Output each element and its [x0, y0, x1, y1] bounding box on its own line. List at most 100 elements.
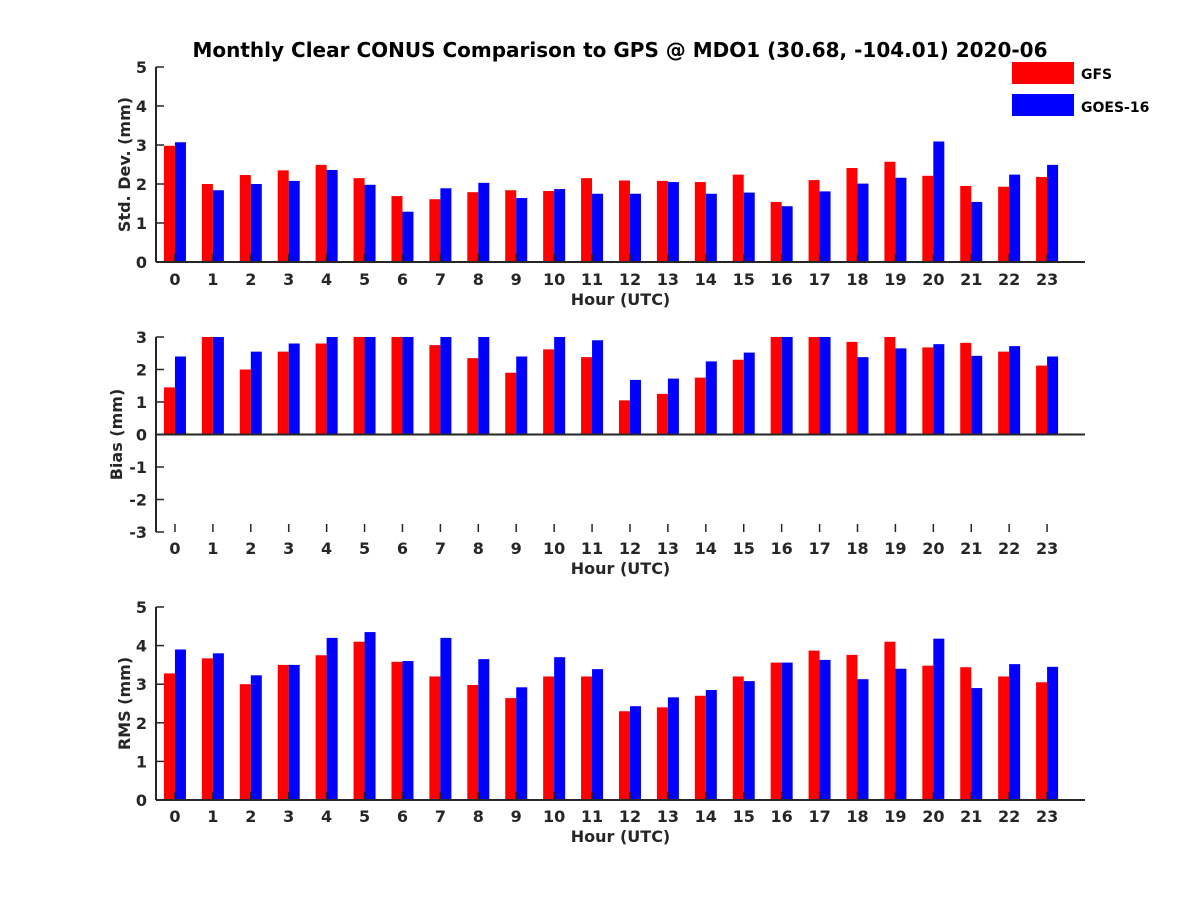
std-dev-bar-goes16-12: [629, 193, 641, 262]
std-dev-x-tick-label: 20: [922, 270, 944, 289]
rms-bar-goes16-14: [705, 689, 717, 800]
std-dev-bar-goes16-20: [933, 141, 945, 262]
std-dev-bar-goes16-11: [592, 193, 604, 262]
std-dev-bar-gfs-1: [201, 184, 213, 262]
rms-x-tick-label: 9: [511, 807, 522, 826]
std-dev-bar-gfs-2: [239, 175, 251, 262]
rms-x-tick-label: 0: [169, 807, 180, 826]
bias-bar-goes16-20: [933, 344, 945, 435]
std-dev-x-tick-label: 10: [543, 270, 565, 289]
rms-x-tick-label: 2: [245, 807, 256, 826]
rms-y-tick-label: 1: [136, 752, 147, 771]
rms-x-tick-label: 15: [733, 807, 755, 826]
std-dev-bar-goes16-18: [857, 183, 869, 262]
rms-bar-goes16-1: [212, 653, 224, 800]
std-dev-x-tick-label: 7: [435, 270, 446, 289]
bias-bar-gfs-8: [467, 358, 479, 435]
rms-bar-gfs-5: [353, 641, 365, 800]
legend: GFS GOES-16: [1012, 62, 1149, 116]
bias-bar-gfs-20: [922, 347, 934, 435]
rms-x-tick-label: 18: [846, 807, 868, 826]
bias-bar-gfs-18: [846, 341, 858, 435]
bias-x-tick-label: 13: [657, 539, 679, 558]
rms-x-tick-label: 3: [283, 807, 294, 826]
bias-bar-goes16-4: [326, 337, 338, 435]
rms-bar-goes16-10: [554, 657, 566, 800]
rms-bar-gfs-20: [922, 665, 934, 800]
rms-bar-goes16-2: [250, 675, 262, 800]
std-dev-bar-gfs-22: [998, 186, 1010, 262]
rms-x-tick-label: 19: [884, 807, 906, 826]
bias-bar-goes16-15: [743, 352, 755, 435]
rms-bar-goes16-11: [592, 669, 604, 800]
std-dev-bar-goes16-7: [440, 188, 452, 262]
std-dev-bar-goes16-22: [1009, 174, 1021, 262]
std-dev-bar-gfs-4: [315, 164, 327, 262]
rms-bar-goes16-8: [478, 659, 490, 800]
rms-y-tick-label: 4: [136, 637, 147, 656]
bias-bar-goes16-1: [212, 337, 224, 435]
bias-bar-goes16-3: [288, 343, 300, 435]
bias-x-tick-label: 17: [808, 539, 830, 558]
std-dev-x-tick-label: 3: [283, 270, 294, 289]
bias-bar-goes16-11: [592, 340, 604, 435]
std-dev-bar-gfs-23: [1036, 176, 1048, 262]
rms-bar-gfs-2: [239, 684, 251, 800]
bias-x-tick-label: 2: [245, 539, 256, 558]
rms-bar-goes16-21: [971, 688, 983, 800]
std-dev-bar-gfs-12: [618, 180, 630, 262]
bias-bar-gfs-14: [694, 377, 706, 435]
bias-bar-gfs-23: [1036, 365, 1048, 435]
rms-x-tick-label: 7: [435, 807, 446, 826]
legend-swatch-gfs: [1012, 62, 1074, 84]
bias-bar-goes16-9: [516, 356, 528, 435]
bias-bar-goes16-7: [440, 337, 452, 435]
bias-x-tick-label: 4: [321, 539, 332, 558]
std-dev-x-tick-label: 17: [808, 270, 830, 289]
std-dev-bar-gfs-6: [391, 196, 403, 262]
std-dev-bar-gfs-14: [694, 182, 706, 262]
rms-x-tick-label: 16: [771, 807, 793, 826]
rms-x-tick-label: 13: [657, 807, 679, 826]
bias-bar-goes16-10: [554, 337, 566, 435]
std-dev-x-tick-label: 16: [771, 270, 793, 289]
rms-bar-gfs-12: [618, 711, 630, 800]
bias-x-tick-label: 18: [846, 539, 868, 558]
bias-bar-goes16-14: [705, 361, 717, 435]
std-dev-x-tick-label: 23: [1036, 270, 1058, 289]
rms-y-tick-label: 3: [136, 675, 147, 694]
rms-bar-goes16-6: [402, 661, 414, 800]
std-dev-x-tick-label: 22: [998, 270, 1020, 289]
rms-bar-gfs-19: [884, 641, 896, 800]
rms-bar-gfs-14: [694, 695, 706, 800]
bias-bar-goes16-8: [478, 337, 490, 435]
rms-x-tick-label: 6: [397, 807, 408, 826]
bias-bar-gfs-11: [581, 357, 593, 435]
rms-x-tick-label: 21: [960, 807, 982, 826]
rms-bar-gfs-0: [163, 673, 175, 800]
bias-bar-gfs-22: [998, 351, 1010, 435]
bias-y-tick-label: -3: [129, 523, 147, 542]
rms-bar-goes16-23: [1047, 666, 1059, 800]
bias-y-axis-label: Bias (mm): [107, 389, 126, 481]
std-dev-bar-goes16-21: [971, 201, 983, 262]
std-dev-bar-goes16-17: [819, 191, 831, 262]
rms-bar-goes16-4: [326, 637, 338, 800]
bias-x-tick-label: 12: [619, 539, 641, 558]
bias-bar-gfs-0: [163, 387, 175, 435]
std-dev-bar-goes16-10: [554, 189, 566, 262]
std-dev-y-tick-label: 4: [136, 97, 147, 116]
std-dev-bar-gfs-0: [163, 145, 175, 262]
rms-bar-gfs-23: [1036, 682, 1048, 800]
bias-x-tick-label: 0: [169, 539, 180, 558]
std-dev-bar-goes16-5: [364, 184, 376, 262]
std-dev-x-tick-label: 18: [846, 270, 868, 289]
rms-bar-goes16-13: [667, 697, 679, 800]
legend-label-gfs: GFS: [1081, 67, 1112, 83]
bias-y-tick-label: -1: [129, 458, 147, 477]
std-dev-x-tick-label: 14: [695, 270, 717, 289]
